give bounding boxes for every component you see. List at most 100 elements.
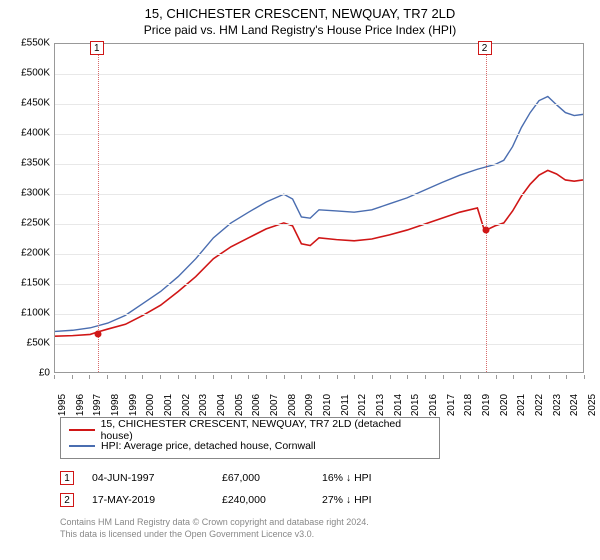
x-tick [248, 375, 249, 379]
series-line [55, 96, 583, 331]
x-tick-label: 2023 [552, 394, 563, 416]
x-axis-labels: 1995 1996 1997 1998 1999 2000 2001 2002 2003 2004… [54, 375, 584, 413]
gridline [55, 344, 583, 345]
x-tick [566, 375, 567, 379]
sales-row: 217-MAY-2019£240,00027% ↓ HPI [60, 489, 590, 511]
x-tick-label: 2013 [375, 394, 386, 416]
gridline [55, 194, 583, 195]
x-tick-label: 2018 [463, 394, 474, 416]
x-tick-label: 2017 [446, 394, 457, 416]
y-tick-label: £150K [21, 278, 50, 289]
x-tick-label: 2008 [287, 394, 298, 416]
x-tick-label: 2014 [393, 394, 404, 416]
x-tick-label: 2012 [357, 394, 368, 416]
legend-item: 15, CHICHESTER CRESCENT, NEWQUAY, TR7 2L… [69, 422, 431, 438]
x-tick [319, 375, 320, 379]
x-tick-label: 2015 [410, 394, 421, 416]
sales-row-marker: 1 [60, 471, 74, 485]
y-tick-label: £300K [21, 188, 50, 199]
x-tick-label: 2011 [340, 394, 351, 416]
x-tick [443, 375, 444, 379]
x-tick [54, 375, 55, 379]
x-tick [496, 375, 497, 379]
chart-subtitle: Price paid vs. HM Land Registry's House … [10, 23, 590, 37]
x-tick-label: 2005 [234, 394, 245, 416]
x-tick-label: 2002 [181, 394, 192, 416]
x-tick-label: 2019 [481, 394, 492, 416]
sale-point [482, 227, 489, 234]
y-axis-labels: £0£50K£100K£150K£200K£250K£300K£350K£400… [10, 43, 52, 373]
x-tick [266, 375, 267, 379]
gridline [55, 314, 583, 315]
x-tick-label: 2025 [587, 394, 598, 416]
sales-row-price: £67,000 [222, 472, 322, 484]
gridline [55, 104, 583, 105]
sales-row-pct: 27% ↓ HPI [322, 494, 442, 506]
chart-legend: 15, CHICHESTER CRESCENT, NEWQUAY, TR7 2L… [60, 417, 440, 459]
x-tick-label: 2003 [198, 394, 209, 416]
x-tick [89, 375, 90, 379]
y-tick-label: £550K [21, 38, 50, 49]
x-tick-label: 2000 [145, 394, 156, 416]
y-tick-label: £450K [21, 98, 50, 109]
x-tick-label: 1995 [57, 394, 68, 416]
gridline [55, 224, 583, 225]
x-tick [478, 375, 479, 379]
gridline [55, 164, 583, 165]
x-tick-label: 1996 [75, 394, 86, 416]
x-tick [531, 375, 532, 379]
x-tick-label: 1999 [128, 394, 139, 416]
x-tick [284, 375, 285, 379]
x-tick [231, 375, 232, 379]
x-tick [584, 375, 585, 379]
x-tick-label: 2006 [251, 394, 262, 416]
sales-row-date: 04-JUN-1997 [92, 472, 222, 484]
sale-vline [98, 44, 99, 372]
x-tick [513, 375, 514, 379]
legend-label: HPI: Average price, detached house, Corn… [101, 440, 316, 452]
x-tick [390, 375, 391, 379]
x-tick-label: 1998 [110, 394, 121, 416]
sales-row-marker: 2 [60, 493, 74, 507]
y-tick-label: £350K [21, 158, 50, 169]
x-tick [425, 375, 426, 379]
y-tick-label: £200K [21, 248, 50, 259]
footnote-line1: Contains HM Land Registry data © Crown c… [60, 517, 590, 529]
sales-row-pct: 16% ↓ HPI [322, 472, 442, 484]
x-tick-label: 2009 [304, 394, 315, 416]
sales-row-date: 17-MAY-2019 [92, 494, 222, 506]
y-tick-label: £0 [39, 368, 50, 379]
legend-swatch [69, 445, 95, 447]
x-tick-label: 2004 [216, 394, 227, 416]
x-tick [72, 375, 73, 379]
x-tick-label: 2020 [499, 394, 510, 416]
x-tick [195, 375, 196, 379]
x-tick [301, 375, 302, 379]
x-tick-label: 2016 [428, 394, 439, 416]
gridline [55, 284, 583, 285]
sale-marker-box: 1 [90, 41, 104, 55]
sale-point [94, 330, 101, 337]
x-tick-label: 2001 [163, 394, 174, 416]
x-tick [337, 375, 338, 379]
x-tick [549, 375, 550, 379]
chart-title: 15, CHICHESTER CRESCENT, NEWQUAY, TR7 2L… [10, 6, 590, 21]
x-tick-label: 2024 [569, 394, 580, 416]
gridline [55, 254, 583, 255]
gridline [55, 134, 583, 135]
footnote-line2: This data is licensed under the Open Gov… [60, 529, 590, 541]
x-tick [160, 375, 161, 379]
y-tick-label: £50K [27, 338, 50, 349]
x-tick [142, 375, 143, 379]
y-tick-label: £100K [21, 308, 50, 319]
x-tick [407, 375, 408, 379]
y-tick-label: £250K [21, 218, 50, 229]
x-tick-label: 2022 [534, 394, 545, 416]
chart-lines-svg [55, 44, 583, 372]
x-tick-label: 2010 [322, 394, 333, 416]
sales-row: 1 04-JUN-1997£67,00016% ↓ HPI [60, 467, 590, 489]
x-tick-label: 1997 [92, 394, 103, 416]
sale-vline [486, 44, 487, 372]
legend-label: 15, CHICHESTER CRESCENT, NEWQUAY, TR7 2L… [101, 418, 431, 442]
sales-data-table: 1 04-JUN-1997£67,00016% ↓ HPI 2 17-MAY-2019… [60, 467, 590, 511]
